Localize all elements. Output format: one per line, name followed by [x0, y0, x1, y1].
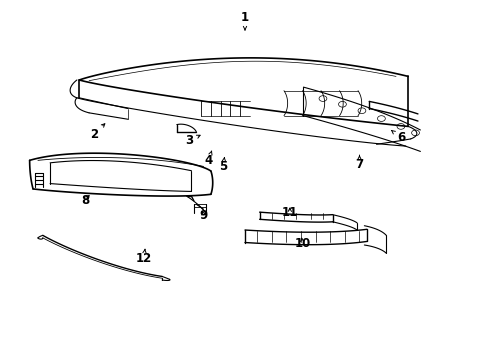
Text: 10: 10 [294, 237, 311, 250]
Text: 11: 11 [282, 206, 298, 219]
Text: 2: 2 [90, 124, 105, 141]
Text: 5: 5 [219, 157, 227, 173]
Text: 1: 1 [241, 11, 249, 30]
Text: 3: 3 [185, 134, 200, 147]
Text: 9: 9 [199, 208, 208, 221]
Text: 8: 8 [81, 194, 89, 207]
Text: 6: 6 [392, 130, 405, 144]
Text: 12: 12 [136, 249, 152, 265]
Text: 4: 4 [204, 151, 213, 167]
Text: 7: 7 [355, 155, 364, 171]
